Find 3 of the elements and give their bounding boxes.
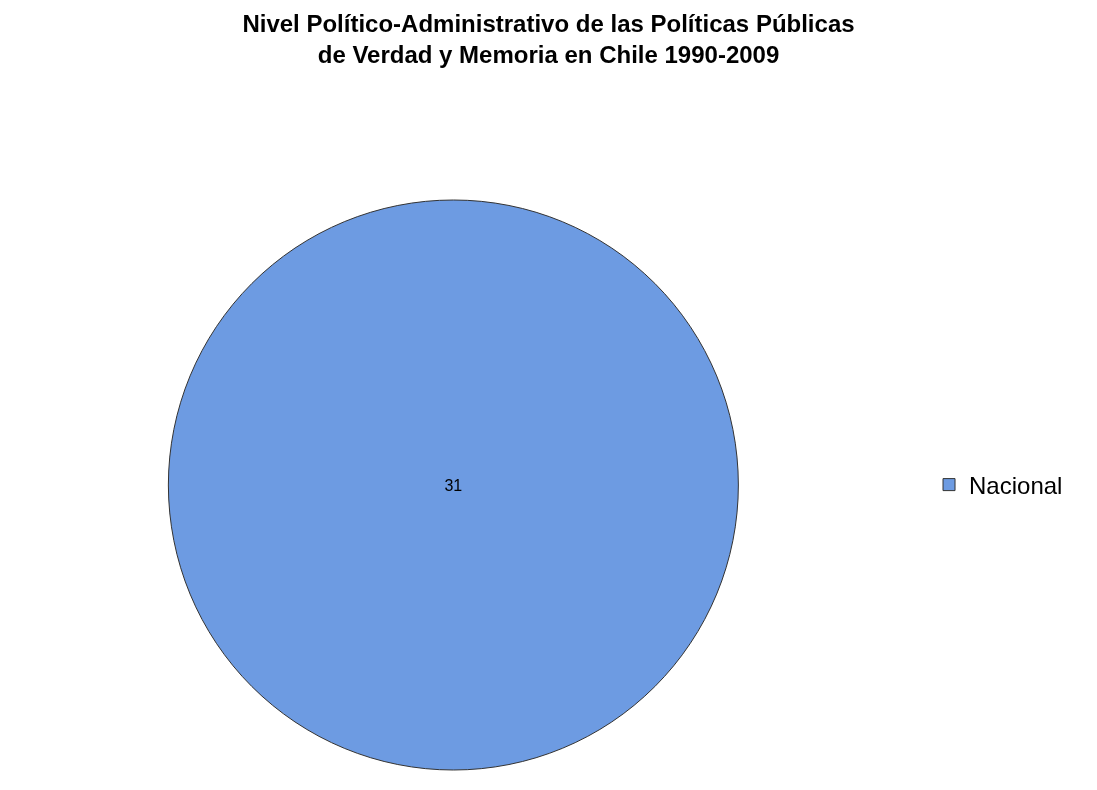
legend-label: Nacional bbox=[969, 471, 1063, 499]
chart-title: Nivel Político-Administrativo de las Políticas Públicas de Verdad y Memoria en Chile 1990-2009 bbox=[242, 9, 855, 68]
data-label: 31 bbox=[444, 476, 463, 494]
